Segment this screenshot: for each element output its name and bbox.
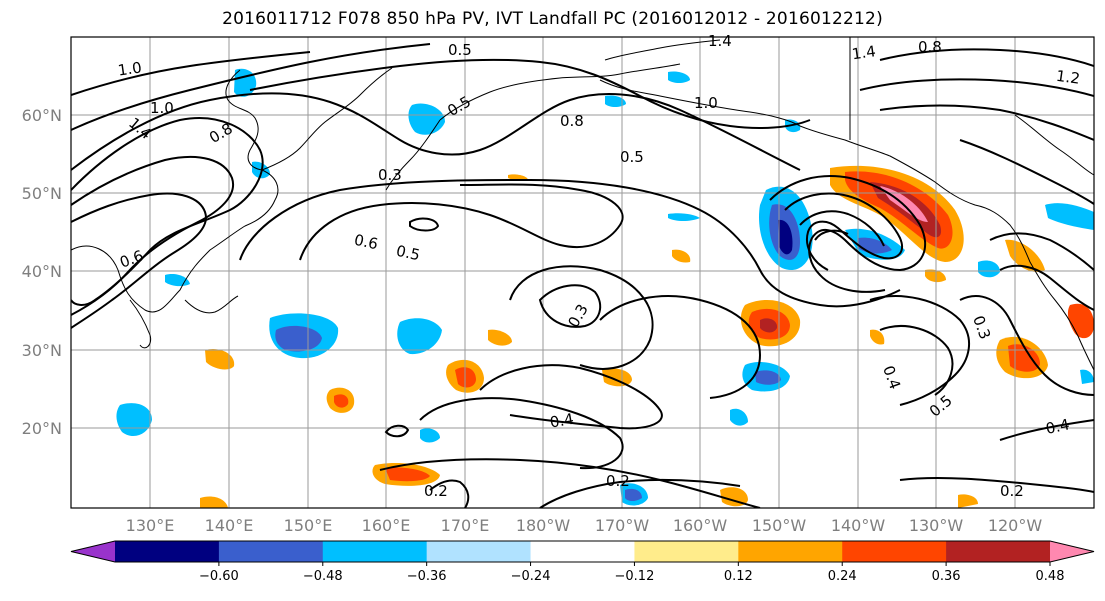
contour-label: 0.8 [918,38,942,56]
contour-label: 0.2 [1000,482,1024,500]
colorbar-tick-label: −0.60 [199,569,239,584]
colorbar-tick-label: 0.36 [932,569,961,584]
lon-label: 160°E [362,516,411,535]
map-plot-area: 1.0 1.0 1.4 0.8 0.3 0.5 0.6 0.5 0.5 0.8 … [70,32,1095,509]
contour-label: 0.6 [353,231,380,254]
colorbar-tick-label: 0.48 [1036,569,1065,584]
colorbar-segment [115,541,220,562]
colorbar-tick-label: −0.12 [615,569,655,584]
negative-anomaly-region [420,428,440,443]
positive-anomaly-region [385,467,430,482]
positive-anomaly-region [200,496,228,508]
positive-anomaly-region [334,394,349,408]
contour-label: 1.4 [851,42,877,63]
lat-label: 20°N [22,419,62,438]
lat-label: 40°N [22,262,62,281]
negative-anomaly-region [755,370,781,385]
contour-label: 0.2 [606,472,630,490]
colorbar-tick-label: −0.48 [303,569,343,584]
contour-label: 1.0 [117,58,143,79]
colorbar-tick-label: 0.12 [724,569,753,584]
contour-label: 0.5 [448,41,472,59]
negative-anomaly-region [625,488,642,501]
lon-label: 130°W [909,516,964,535]
colorbar-segment [634,541,739,562]
contour-label: 0.3 [378,166,402,184]
lon-label: 170°E [441,516,490,535]
contour-label: 0.5 [395,242,422,265]
coastlines [71,37,1094,371]
positive-anomaly-region [760,318,778,333]
positive-anomaly-region [720,487,748,507]
colorbar-segment [738,541,843,562]
positive-anomaly-region [488,329,512,346]
negative-anomaly-region [978,260,1000,278]
lon-label: 160°W [673,516,728,535]
contour-label: 0.8 [560,112,584,130]
lon-label: 180°W [516,516,571,535]
colorbar-segment [426,541,532,562]
colorbar-segment [530,541,635,562]
colorbar-segment [322,541,428,562]
contour-label: 0.2 [424,482,448,500]
lon-label: 140°E [205,516,254,535]
colorbar-segments [70,540,1095,563]
contour-label: 0.5 [620,148,644,166]
contour-label: 0.4 [548,410,575,432]
negative-anomaly-region [668,213,700,221]
graticule [71,37,1094,508]
colorbar-tick-label: 0.24 [828,569,857,584]
contour-label: 0.4 [1044,415,1071,438]
colorbar: −0.60 −0.48 −0.36 −0.24 −0.12 0.12 0.24 0.36 0.4… [70,540,1095,584]
colorbar-extension-high [1050,541,1094,562]
lon-label: 150°W [752,516,807,535]
negative-anomaly-region [730,408,748,426]
pv-contours [71,43,1094,508]
negative-anomaly-region [275,325,322,352]
lat-label: 50°N [22,184,62,203]
positive-anomaly-region [870,329,885,345]
lon-label: 140°W [831,516,886,535]
negative-anomaly-region [1080,369,1094,384]
lon-label: 170°W [595,516,650,535]
positive-anomaly-region [602,368,632,387]
positive-anomaly-region [1008,344,1040,372]
positive-anomaly-region [958,494,978,508]
lon-label: 130°E [126,516,175,535]
colorbar-tick-label: −0.36 [407,569,447,584]
contour-label: 1.0 [150,99,174,117]
latitude-axis: 60°N 50°N 40°N 30°N 20°N [22,106,62,438]
colorbar-tick-label: −0.24 [511,569,551,584]
contour-label: 1.2 [1055,67,1081,88]
negative-anomaly-region [605,95,626,107]
lon-label: 120°W [988,516,1043,535]
map-frame [70,36,1095,509]
map-title: 2016011712 F078 850 hPa PV, IVT Landfall… [222,9,883,29]
negative-anomaly-region [1045,203,1094,230]
lon-label: 150°E [284,516,333,535]
shaded-anomalies [116,68,1094,508]
colorbar-segment [946,541,1051,562]
colorbar-outline [70,540,1095,563]
colorbar-extension-low [71,541,115,562]
longitude-axis: 130°E 140°E 150°E 160°E 170°E 180°W 170°… [126,516,1043,535]
colorbar-ticks: −0.60 −0.48 −0.36 −0.24 −0.12 0.12 0.24 0.36 0.4… [199,562,1065,584]
negative-anomaly-region [778,219,793,255]
negative-anomaly-region [397,318,442,355]
positive-anomaly-region [672,249,691,263]
lat-label: 60°N [22,106,62,125]
negative-anomaly-region [668,71,690,83]
lat-label: 30°N [22,341,62,360]
positive-anomaly-region [205,348,235,370]
contour-label: 1.4 [708,32,732,50]
colorbar-segment [842,541,947,562]
contour-label: 1.0 [694,94,718,112]
colorbar-segment [218,541,324,562]
